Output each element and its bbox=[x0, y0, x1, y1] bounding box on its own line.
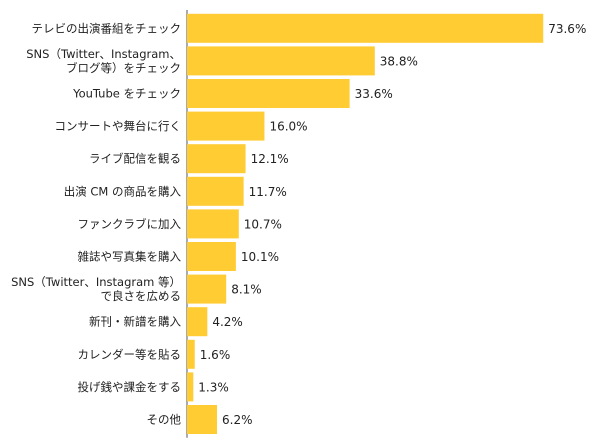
category-label-line: 雑誌や写真集を購入 bbox=[78, 250, 182, 264]
category-label-11: 投げ銭や課金をする bbox=[78, 380, 182, 394]
category-label-line: 新刊・新譜を購入 bbox=[89, 315, 181, 329]
category-label-10: カレンダー等を貼る bbox=[78, 347, 182, 361]
category-label-line: ファンクラブに加入 bbox=[78, 217, 182, 231]
value-label-1: 38.8% bbox=[380, 54, 418, 68]
value-label-6: 10.7% bbox=[244, 217, 282, 231]
value-label-5: 11.7% bbox=[249, 185, 287, 199]
category-label-7: 雑誌や写真集を購入 bbox=[78, 250, 182, 264]
category-label-line: その他 bbox=[147, 413, 182, 427]
bar-4 bbox=[187, 144, 246, 174]
category-label-line: SNS（Twitter、Instagram 等） bbox=[11, 275, 181, 289]
value-label-8: 8.1% bbox=[231, 283, 261, 297]
bars bbox=[187, 13, 544, 434]
bar-11 bbox=[187, 372, 194, 402]
bar-0 bbox=[187, 13, 544, 43]
category-label-line: SNS（Twitter、Instagram、 bbox=[26, 47, 181, 61]
category-label-line: コンサートや舞台に行く bbox=[55, 119, 182, 133]
category-label-line: で良さを広める bbox=[101, 289, 182, 303]
category-label-12: その他 bbox=[147, 413, 182, 427]
bar-10 bbox=[187, 339, 195, 369]
bar-7 bbox=[187, 242, 236, 271]
category-label-4: ライブ配信を観る bbox=[89, 152, 181, 166]
value-label-9: 4.2% bbox=[212, 315, 243, 329]
value-label-3: 16.0% bbox=[269, 120, 307, 134]
value-label-4: 12.1% bbox=[251, 152, 289, 166]
value-label-12: 6.2% bbox=[222, 413, 253, 427]
category-label-line: ブログ等）をチェック bbox=[66, 61, 181, 75]
category-label-8: SNS（Twitter、Instagram 等）で良さを広める bbox=[11, 275, 181, 303]
bar-1 bbox=[187, 46, 375, 76]
category-label-0: テレビの出演番組をチェック bbox=[32, 21, 182, 35]
bar-3 bbox=[187, 111, 265, 141]
category-label-line: 出演 CM の商品を購入 bbox=[64, 184, 182, 198]
category-label-line: カレンダー等を貼る bbox=[78, 347, 182, 361]
category-label-line: 投げ銭や課金をする bbox=[78, 380, 182, 394]
value-label-0: 73.6% bbox=[548, 22, 586, 36]
bar-8 bbox=[187, 274, 227, 304]
category-label-6: ファンクラブに加入 bbox=[78, 217, 182, 231]
category-label-line: YouTube をチェック bbox=[72, 87, 181, 101]
category-label-9: 新刊・新譜を購入 bbox=[89, 315, 181, 329]
category-label-line: ライブ配信を観る bbox=[89, 152, 181, 166]
value-label-10: 1.6% bbox=[200, 348, 231, 362]
bar-9 bbox=[187, 307, 208, 337]
category-label-5: 出演 CM の商品を購入 bbox=[64, 184, 182, 198]
category-label-1: SNS（Twitter、Instagram、ブログ等）をチェック bbox=[26, 47, 181, 75]
category-label-line: テレビの出演番組をチェック bbox=[32, 21, 182, 35]
value-label-2: 33.6% bbox=[355, 87, 393, 101]
value-label-7: 10.1% bbox=[241, 250, 279, 264]
category-label-3: コンサートや舞台に行く bbox=[55, 119, 182, 133]
bar-2 bbox=[187, 79, 350, 108]
bar-5 bbox=[187, 176, 244, 206]
value-labels: 73.6% 38.8% 33.6% 16.0% 12.1% 11.7% 10.7% 10.1%… bbox=[198, 22, 586, 427]
value-label-11: 1.3% bbox=[198, 380, 229, 394]
category-labels: テレビの出演番組をチェック SNS（Twitter、Instagram、ブログ等）… bbox=[11, 21, 181, 426]
bar-12 bbox=[187, 405, 218, 434]
bar-6 bbox=[187, 209, 239, 239]
category-label-2: YouTube をチェック bbox=[72, 87, 181, 101]
